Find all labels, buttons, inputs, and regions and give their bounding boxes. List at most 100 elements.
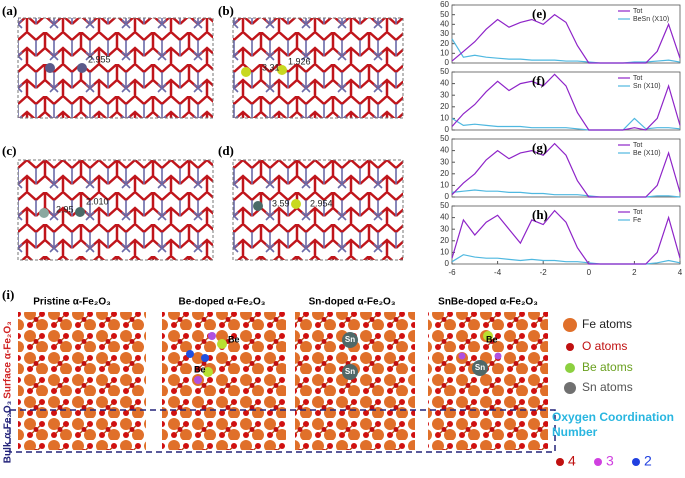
plot-frame [451,205,681,265]
y-tick-label: 50 [440,67,449,76]
dos-line [451,38,681,64]
y-tick-label: 10 [440,181,449,190]
lattice [232,159,404,261]
structure-title: Pristine α-Fe₂O₃ [33,297,111,308]
y-tick-label: 20 [440,39,449,48]
x-tick-label: -2 [540,268,548,277]
slab [18,312,146,450]
y-tick-label: 10 [440,114,449,123]
side-label: Surface α-Fe₂O₃ [3,321,14,399]
bond-length: 2.955 [88,54,111,64]
legend-label: Tot [633,209,642,216]
y-tick-label: 30 [440,157,449,166]
atom-label: Be [194,364,206,374]
y-tick-label: 50 [440,134,449,143]
dos-line [451,142,681,198]
slab [295,312,415,450]
bond-length: 2.010 [86,196,109,206]
y-tick-label: 60 [440,0,449,9]
plot-frame [451,138,681,198]
y-tick-label: 40 [440,213,449,222]
x-tick-label: 4 [678,268,683,277]
legend-label: Tot [633,8,642,15]
atom [77,63,87,73]
lattice [17,159,214,261]
panel-label: (c) [2,143,16,158]
slab [162,312,286,450]
y-tick-label: 30 [440,29,449,38]
structure-d: (d) 3.59 2.954 [218,143,404,261]
coordination-title-box: Oxygen Coordination Number [552,410,675,439]
y-tick-label: 40 [440,19,449,28]
panel-label: (h) [532,207,548,222]
legend-label: Be (X10) [633,150,661,157]
atom [277,65,287,75]
panel-label: (f) [532,73,545,88]
structure-title: Be-doped α-Fe₂O₃ [179,297,266,308]
y-tick-label: 10 [440,48,449,57]
surface-panel: (i) Pristine α-Fe₂O₃ Be-doped α-Fe₂O₃ Sn… [2,287,675,469]
panel-label: (e) [532,6,546,21]
y-tick-label: 30 [440,90,449,99]
legend-label: Sn (X10) [633,83,661,90]
atom-label: Sn [475,363,485,372]
legend-label: Fe [633,217,641,224]
x-tick-label: -6 [448,268,456,277]
atom [75,207,85,217]
legend-label: Be atoms [582,360,633,374]
y-tick-label: 50 [440,10,449,19]
y-tick-label: 0 [445,125,450,134]
structure-b: (b) 3.31 1.926 [218,3,404,119]
bond-length: 2.954 [310,198,333,208]
y-tick-label: 30 [440,224,449,233]
y-tick-label: 0 [445,58,450,67]
bond-length: 3.31 [262,62,280,72]
y-tick-label: 10 [440,248,449,257]
coordination-value: 2 [644,453,652,469]
bond-length: 2.95 [56,204,74,214]
bond-length: 1.926 [288,56,311,66]
dos-line [451,189,681,198]
dos-line [451,254,681,265]
y-tick-label: 0 [445,259,450,268]
legend-label: Tot [633,142,642,149]
structure-title: SnBe-doped α-Fe₂O₃ [438,297,538,308]
side-label: Bulk α-Fe₂O₃ [3,400,14,463]
panel-label: (g) [532,140,547,155]
structure-c: (c) 2.95 2.010 [2,143,214,261]
coordination-value: 4 [568,453,576,469]
legend-label: Tot [633,75,642,82]
coordination-title: Oxygen Coordination Number [552,410,675,439]
y-tick-label: 20 [440,102,449,111]
y-tick-label: 40 [440,146,449,155]
atom [291,199,301,209]
panel-label: (a) [2,3,17,18]
x-tick-label: -4 [494,268,502,277]
lattice [232,17,404,119]
y-tick-label: 20 [440,169,449,178]
atom-label: Sn [345,335,355,344]
legend-label: O atoms [582,339,627,353]
legend-label: Fe atoms [582,317,632,331]
structure-title: Sn-doped α-Fe₂O₃ [309,297,396,308]
atom-label: Be [228,334,240,344]
atom [253,201,263,211]
atom [45,63,55,73]
coordination-value: 3 [606,453,614,469]
atom-label: Sn [345,367,355,376]
y-tick-label: 0 [445,192,450,201]
atom [39,208,49,218]
dos-line [451,209,681,265]
plot-frame [451,71,681,131]
dos-line [451,117,681,131]
panel-label: (b) [218,3,234,18]
structure-a: (a) 2.955 [2,3,214,119]
dos-line [451,73,681,131]
x-tick-label: 2 [632,268,637,277]
y-tick-label: 50 [440,201,449,210]
y-tick-label: 20 [440,236,449,245]
